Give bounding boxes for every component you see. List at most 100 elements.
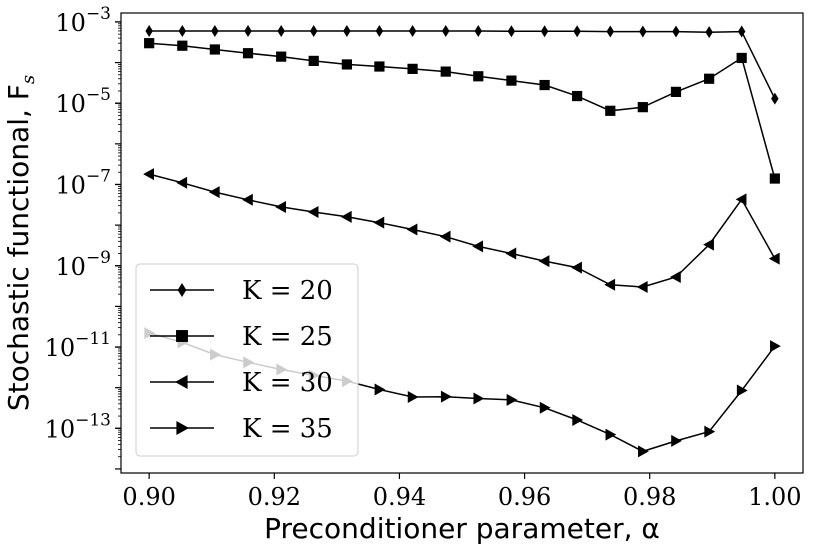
data-point [373,216,385,229]
data-point [539,401,551,414]
data-point [573,25,581,38]
y-axis-label: Stochastic functional, Fs [2,75,39,411]
data-point [242,48,254,59]
x-tick-label: 0.98 [623,483,676,511]
legend-box [135,263,359,457]
data-point [177,40,188,51]
data-point [340,210,352,223]
legend-item: K = 20 [150,276,333,306]
data-point [277,24,285,37]
data-point [768,252,780,265]
legend-label: K = 20 [242,276,333,306]
data-point [638,445,649,458]
data-point [473,392,485,405]
legend-marker [175,375,188,389]
legend-label: K = 30 [242,368,333,398]
legend-marker [176,330,188,342]
series-1 [145,24,779,105]
data-point [736,52,747,64]
data-point [605,105,616,116]
data-point [506,393,518,406]
legend-item: K = 30 [150,368,333,398]
data-point [539,79,550,91]
x-tick-label: 0.94 [373,483,426,511]
data-point [606,25,615,38]
series-line [149,173,776,288]
data-point [473,71,484,82]
data-point [374,61,385,72]
data-point [408,24,417,37]
data-point [276,51,287,62]
y-tick-label: 10−5 [55,85,111,118]
x-tick-label: 1.00 [748,483,801,511]
series-line [149,30,776,99]
data-point [672,25,680,38]
data-point [704,73,715,84]
data-point [211,24,219,37]
y-tick-label: 10−13 [45,410,111,443]
data-point [571,261,582,274]
data-point [705,26,713,39]
data-point [474,24,482,37]
series-2 [144,38,780,184]
data-point [771,92,779,105]
data-point [143,168,154,181]
y-tick-exponent: −5 [86,85,111,105]
y-tick-base: 10 [55,9,86,37]
data-point [244,24,252,37]
y-tick-exponent: −7 [86,166,111,186]
legend: K = 20 K = 25 K = 30 K = 35 [135,263,359,457]
data-point [604,278,616,291]
data-point [703,238,714,251]
data-point [538,255,550,268]
legend-item: K = 25 [150,322,333,352]
y-axis-label-main: Stochastic functional, F [2,84,35,411]
data-point [442,24,450,37]
data-point [540,25,549,38]
data-point [506,75,517,86]
data-point [406,223,418,236]
axes: 0.90 0.92 0.94 0.96 0.98 1.0010−1310−1110−910… [45,4,802,511]
y-tick-base: 10 [45,415,76,443]
y-tick-exponent: −11 [75,329,111,349]
y-tick-label: 10−9 [55,248,111,281]
data-point [242,193,253,206]
data-point [176,176,188,189]
data-point [736,384,748,397]
data-point [178,24,187,37]
data-point [572,414,584,427]
y-tick-exponent: −13 [75,410,111,430]
data-point [309,24,318,37]
data-point [145,24,153,37]
data-point [439,230,451,243]
legend-item: K = 35 [150,414,333,444]
data-point [440,390,452,403]
data-point [472,240,484,253]
data-point [341,59,352,70]
data-point [770,340,781,353]
data-point [407,390,419,403]
y-tick-label: 10−3 [55,4,111,37]
data-point [275,200,286,213]
data-point [671,434,682,447]
x-tick-label: 0.90 [122,483,175,511]
data-point [507,25,516,38]
x-tick-label: 0.92 [248,483,301,511]
y-tick-base: 10 [45,334,76,362]
y-tick-base: 10 [55,90,86,118]
x-tick-label: 0.96 [498,483,551,511]
legend-marker [177,283,187,297]
data-point [343,24,351,37]
data-point [505,247,517,260]
data-point [735,193,747,206]
data-point [737,25,746,38]
data-point [637,102,648,113]
y-tick-base: 10 [55,253,86,281]
y-tick-label: 10−11 [45,329,111,362]
data-point [209,44,220,55]
data-point [769,173,780,184]
data-point [605,428,617,441]
data-point [670,86,682,97]
data-point [704,425,716,438]
